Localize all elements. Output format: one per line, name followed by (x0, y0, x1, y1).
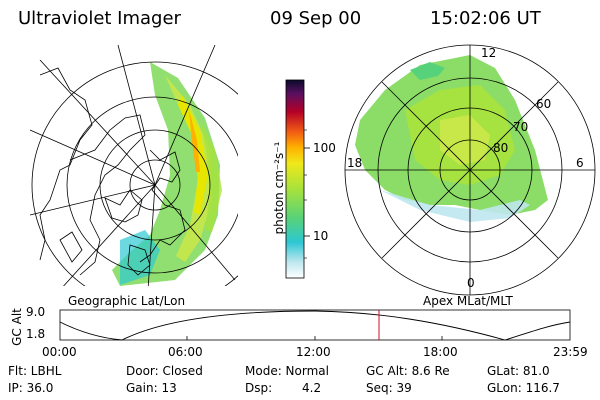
timeline-tick-1800: 18:00 (423, 345, 458, 359)
apex-polar-map (344, 44, 596, 296)
timeline-tick-0000: 00:00 (42, 345, 77, 359)
door-status: Door: Closed (126, 364, 203, 378)
apex-panel-label: Apex MLat/MLT (423, 294, 513, 308)
app-title: Ultraviolet Imager (18, 8, 181, 29)
gc-alt-info: GC Alt: 8.6 Re (366, 364, 450, 378)
timeline-y-max: 9.0 (26, 305, 46, 319)
filter-info: Flt: LBHL (8, 364, 62, 378)
timeline-tick-2359: 23:59 (553, 345, 588, 359)
geographic-panel-label: Geographic Lat/Lon (68, 294, 186, 308)
mode-info: Mode: Normal (245, 364, 329, 378)
geographic-map (29, 44, 238, 286)
aurora-emission-left (112, 62, 222, 286)
colorbar-tick-10: 10 (313, 229, 329, 243)
time-display: 15:02:06 UT (430, 8, 541, 29)
timeline-tick-1200: 12:00 (296, 345, 331, 359)
timeline-y-min: 1.8 (26, 327, 46, 341)
mlt-label-12: 12 (481, 46, 497, 60)
glat-info: GLat: 81.0 (487, 364, 550, 378)
date-display: 09 Sep 00 (270, 8, 362, 29)
mlat-label-80: 80 (493, 141, 509, 155)
timeline-axis-label: GC Alt (10, 308, 24, 346)
dsp-value: 4.2 (302, 381, 322, 395)
colorbar (285, 79, 310, 279)
coastlines (39, 67, 186, 276)
timeline-tick-0600: 06:00 (168, 345, 203, 359)
glon-info: GLon: 116.7 (487, 381, 560, 395)
mlat-label-70: 70 (513, 120, 529, 134)
altitude-timeline (59, 309, 571, 341)
dsp-label: Dsp: (245, 381, 273, 395)
colorbar-unit-label: photon cm⁻²s⁻¹ (272, 141, 286, 235)
mlt-label-0: 0 (467, 276, 475, 290)
mlat-label-60: 60 (536, 97, 552, 111)
colorbar-tick-100: 100 (313, 141, 336, 155)
gain-info: Gain: 13 (126, 381, 177, 395)
seq-info: Seq: 39 (366, 381, 412, 395)
mlt-label-6: 6 (576, 156, 584, 170)
mlt-label-18: 18 (347, 156, 363, 170)
ip-info: IP: 36.0 (8, 381, 54, 395)
graticule (29, 44, 238, 286)
